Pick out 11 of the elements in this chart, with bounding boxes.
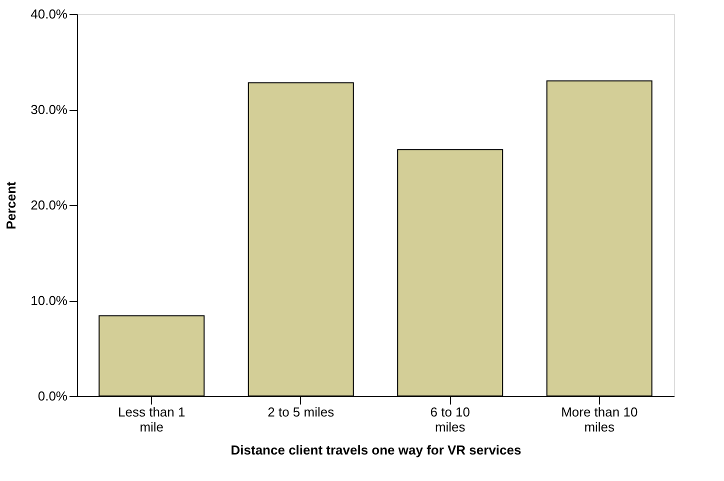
x-axis-title: Distance client travels one way for VR services	[230, 442, 522, 458]
x-tick-label: 6 to 10 miles	[430, 404, 470, 434]
y-tick-label: 30.0%	[30, 102, 68, 117]
y-tick-label: 40.0%	[30, 6, 68, 22]
y-axis-title: Percent	[4, 180, 19, 230]
y-tick-label: 20.0%	[30, 198, 68, 212]
x-tick-label: Less than 1 mile	[118, 404, 186, 434]
x-tick-label: 2 to 5 miles	[268, 404, 335, 420]
y-tick-label: 10.0%	[30, 293, 68, 308]
x-tick-label: More than 10 miles	[561, 404, 638, 434]
y-tick-label: 0.0%	[38, 388, 68, 404]
